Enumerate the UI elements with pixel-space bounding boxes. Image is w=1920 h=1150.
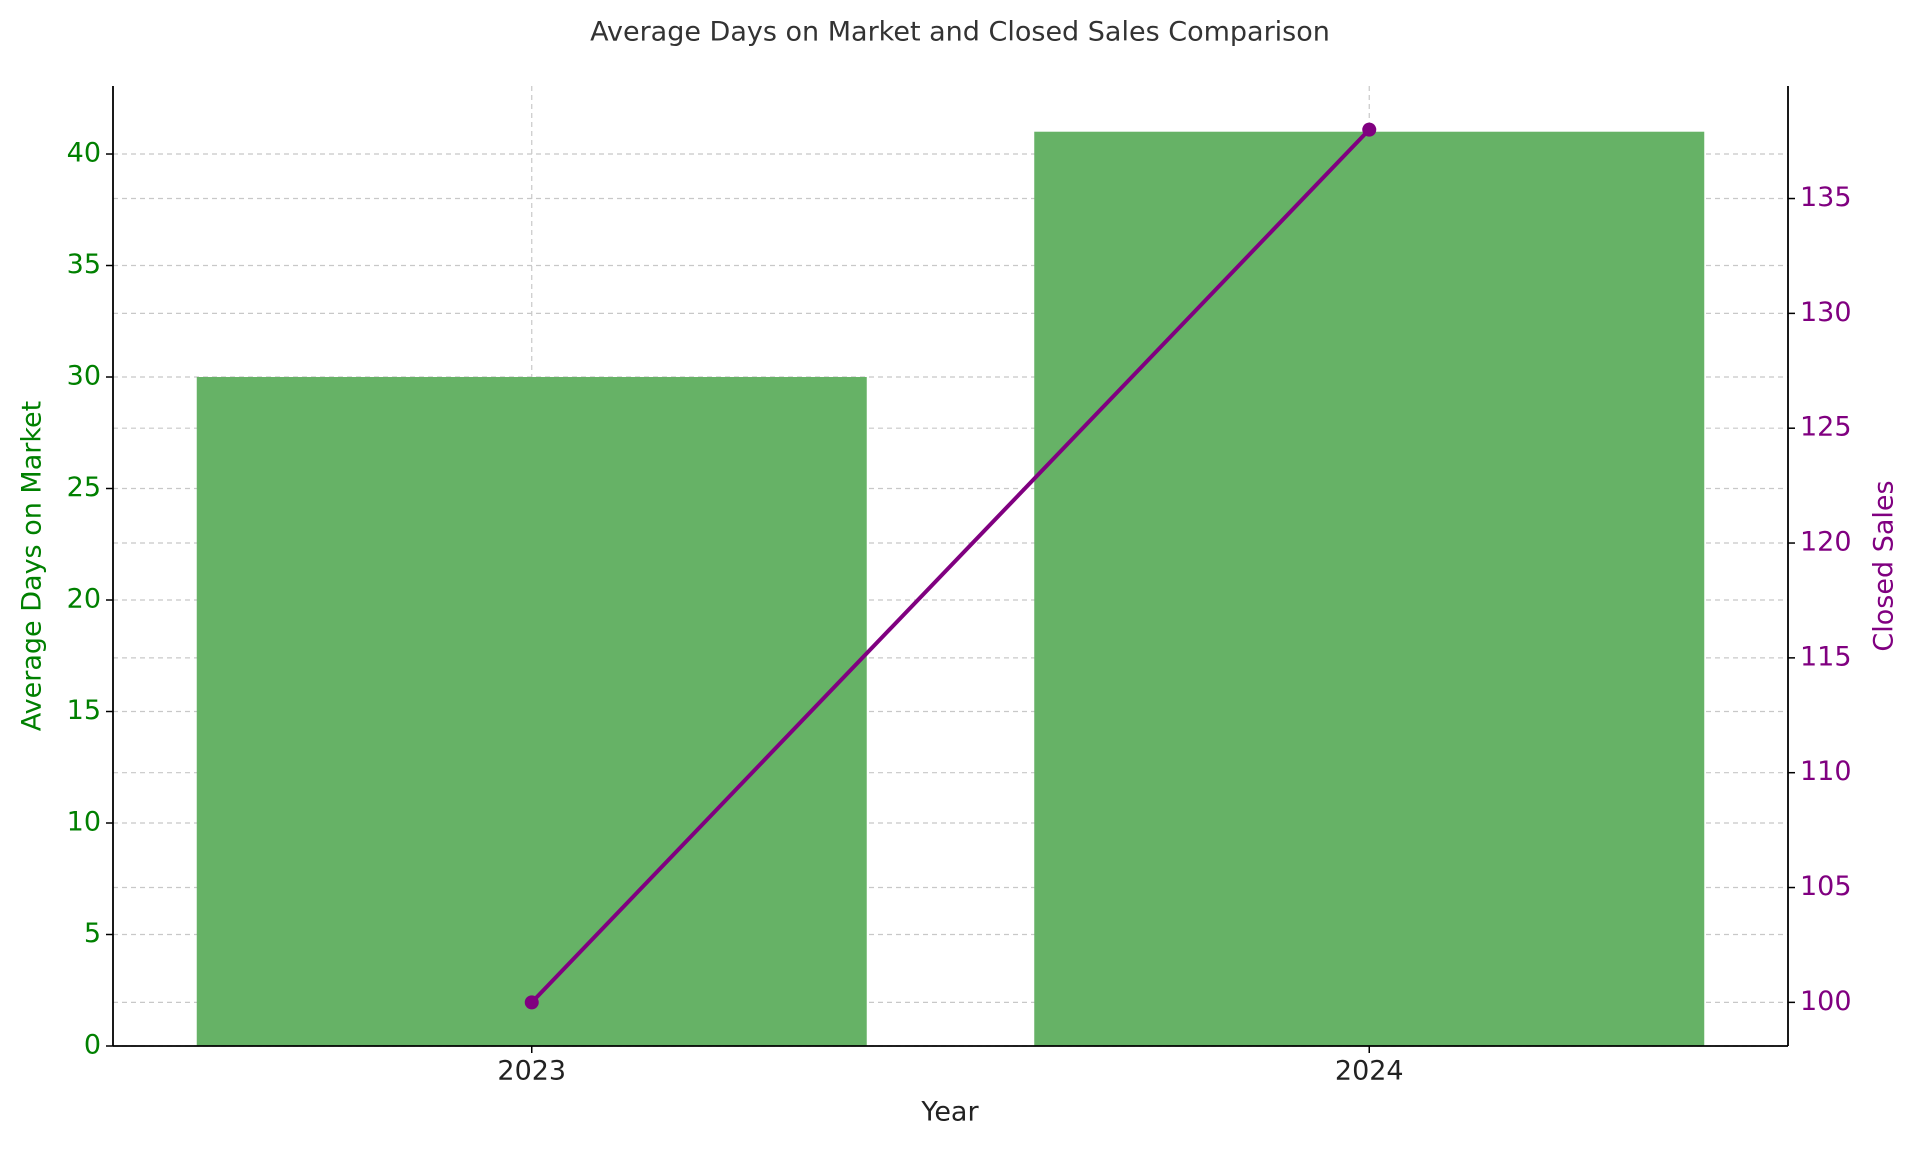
bar	[1034, 131, 1705, 1046]
point	[524, 995, 539, 1010]
marks	[196, 122, 1705, 1046]
y-axis-label: Average Days on Market	[17, 401, 48, 731]
x-tick-label: 2024	[1335, 1056, 1404, 1087]
y-tick-label: 20	[67, 584, 101, 615]
y-tick-label: 5	[84, 918, 101, 949]
y-tick-label: 10	[67, 807, 101, 838]
y2-tick-label: 110	[1800, 756, 1852, 787]
y2-tick-label: 125	[1800, 412, 1852, 443]
y-tick-label: 0	[84, 1030, 101, 1061]
y2-tick-label: 120	[1800, 527, 1852, 558]
y-tick-label: 35	[67, 249, 101, 280]
y2-tick-label: 105	[1800, 871, 1852, 902]
x-tick-label: 2023	[497, 1056, 566, 1087]
y2-axis-label: Closed Sales	[1869, 480, 1900, 651]
y-tick-label: 15	[67, 695, 101, 726]
bar	[196, 377, 867, 1046]
y2-tick-label: 100	[1800, 986, 1852, 1017]
y-tick-label: 40	[67, 138, 101, 169]
y-tick-label: 25	[67, 472, 101, 503]
chart-title: Average Days on Market and Closed Sales …	[590, 17, 1330, 48]
y2-tick-label: 130	[1800, 297, 1852, 328]
y2-tick-label: 135	[1800, 182, 1852, 213]
y2-tick-label: 115	[1800, 641, 1852, 672]
x-axis-label: Year	[920, 1097, 979, 1128]
point	[1362, 122, 1377, 137]
line	[530, 128, 1371, 1004]
y-tick-label: 30	[67, 361, 101, 392]
